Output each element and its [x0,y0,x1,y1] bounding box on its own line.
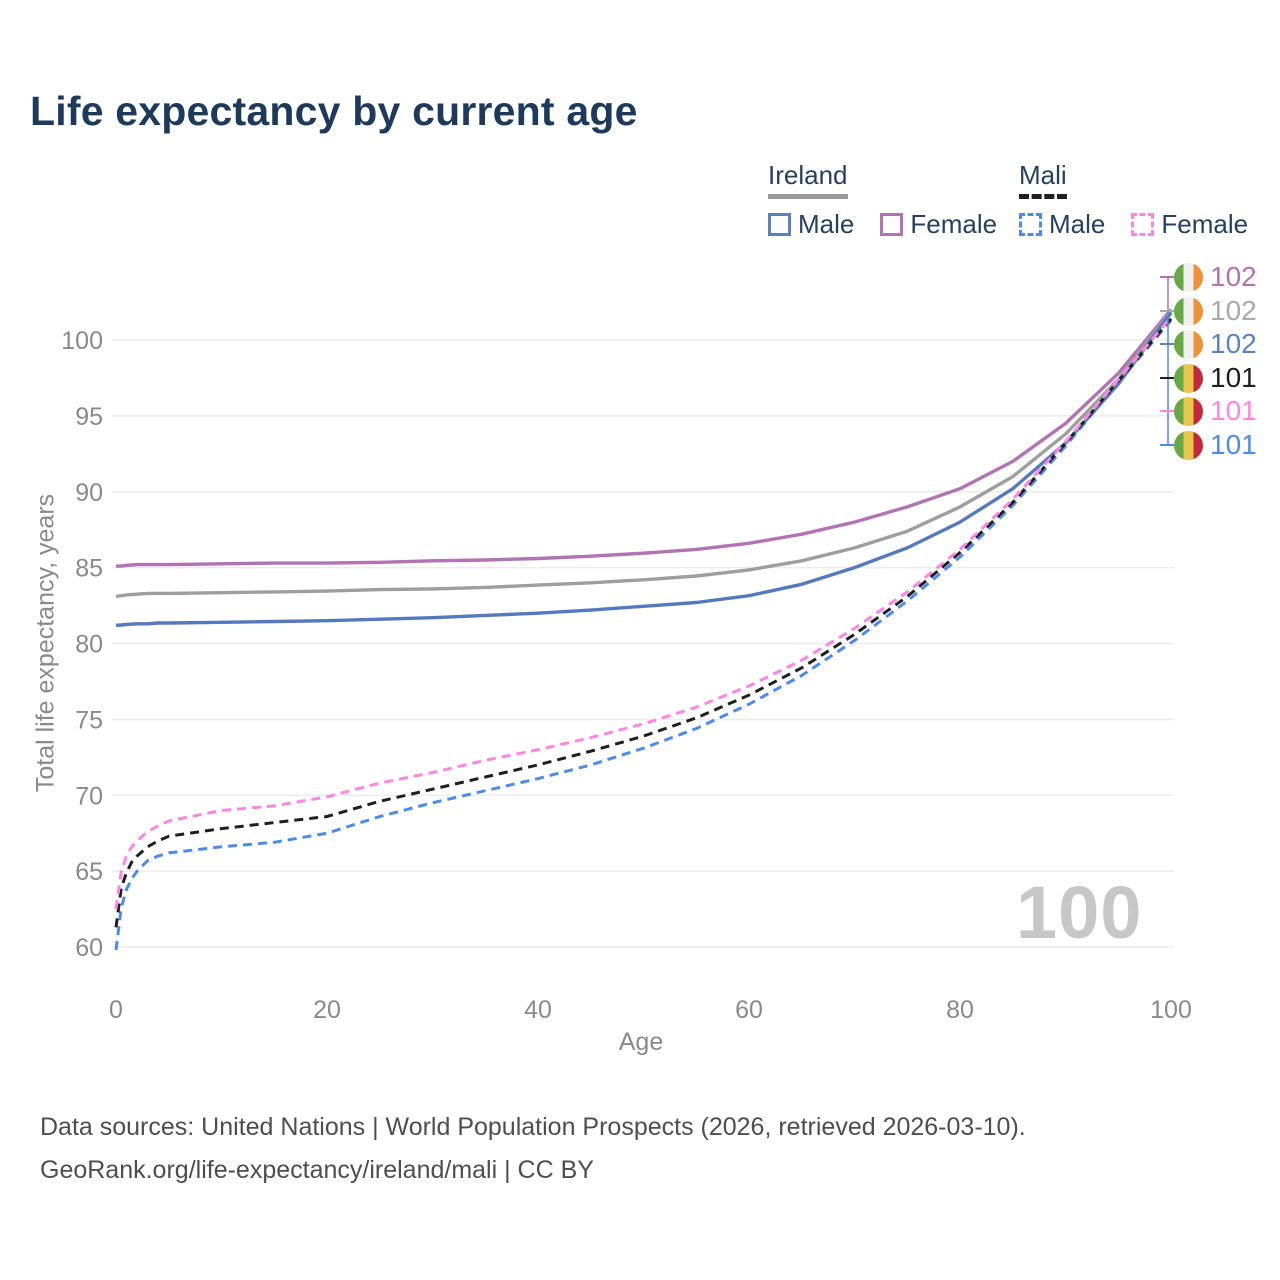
ireland-male-swatch-icon [768,213,791,236]
ireland-female-swatch-icon [880,213,904,236]
series-line-ireland-female[interactable] [116,308,1173,568]
legend-item-ireland-female[interactable]: Female [880,209,997,240]
legend-title-mali[interactable]: Mali [1019,160,1067,199]
legend-item-mali-male[interactable]: Male [1019,209,1105,240]
mali-male-swatch-icon [1019,213,1042,236]
end-label-ireland-average: 102 [1174,296,1257,326]
mali-female-swatch-icon [1131,213,1155,236]
chart-canvas[interactable]: 60 65 70 75 80 85 90 95 100 0 20 40 60 80 100 [0,0,1280,1080]
series-line-mali-female[interactable] [114,316,1173,910]
chart-area: 100 60 65 70 75 80 85 90 95 100 0 20 40 60 80 100 Tota… [0,0,1280,1080]
legend-item-ireland-male[interactable]: Male [768,209,854,240]
page-title: Life expectancy by current age [30,88,638,134]
footer-link: GeoRank.org/life-expectancy/ireland/mali… [40,1156,594,1184]
y-tick-label: 60 [75,934,103,962]
y-tick-label: 85 [75,555,103,583]
series-line-ireland-average[interactable] [115,310,1173,599]
x-tick-label: 0 [109,996,123,1024]
flag-icon-mali [1174,430,1203,460]
y-tick-label: 65 [75,858,103,886]
legend-group-ireland: Ireland Male Female [768,160,997,240]
legend-title-ireland[interactable]: Ireland [768,160,848,199]
flag-icon-mali [1174,396,1203,426]
series-line-mali-average[interactable] [114,317,1173,928]
legend-item-label: Female [910,209,998,239]
end-label-value: 102 [1210,295,1257,326]
y-tick-label: 90 [75,479,103,507]
y-tick-label: 95 [75,403,103,431]
y-tick-label: 75 [75,706,103,734]
legend-item-label: Male [798,209,855,239]
end-label-value: 101 [1210,362,1257,393]
legend-items-ireland: Male Female [768,209,997,240]
legend-item-mali-female[interactable]: Female [1131,209,1248,240]
end-label-value: 101 [1210,395,1257,426]
x-tick-label: 40 [524,996,552,1024]
age-watermark: 100 [1016,871,1143,954]
end-label-value: 101 [1210,429,1257,460]
legend-group-mali: Mali Male Female [1019,160,1248,240]
x-tick-label: 80 [946,996,974,1024]
end-label-mali-average: 101 [1174,363,1257,393]
legend-items-mali: Male Female [1019,209,1248,240]
x-tick-label: 100 [1150,996,1192,1024]
end-label-value: 102 [1210,328,1257,359]
legend-item-label: Female [1161,209,1249,239]
flag-icon-ireland [1174,329,1203,359]
x-axis-title: Age [618,1028,664,1056]
y-axis-title: Total life expectancy, years [31,493,60,793]
flag-icon-mali [1174,363,1203,393]
end-label-ireland-male: 102 [1174,329,1257,359]
x-tick-label: 60 [735,996,763,1024]
y-tick-label: 100 [61,327,103,355]
series-line-mali-male[interactable] [114,319,1173,951]
legend-item-label: Male [1049,209,1106,239]
y-tick-label: 70 [75,782,103,810]
flag-icon-ireland [1174,296,1203,326]
flag-icon-ireland [1174,262,1203,292]
series-line-ireland-male[interactable] [115,311,1173,627]
end-label-mali-female: 101 [1174,396,1257,426]
footer-sources: Data sources: United Nations | World Pop… [40,1113,1026,1141]
footer: Data sources: United Nations | World Pop… [40,1106,1026,1192]
end-label-ireland-female: 102 [1174,262,1257,292]
end-label-value: 102 [1210,261,1257,292]
y-tick-label: 80 [75,631,103,659]
end-label-mali-male: 101 [1174,430,1257,460]
x-tick-label: 20 [313,996,341,1024]
